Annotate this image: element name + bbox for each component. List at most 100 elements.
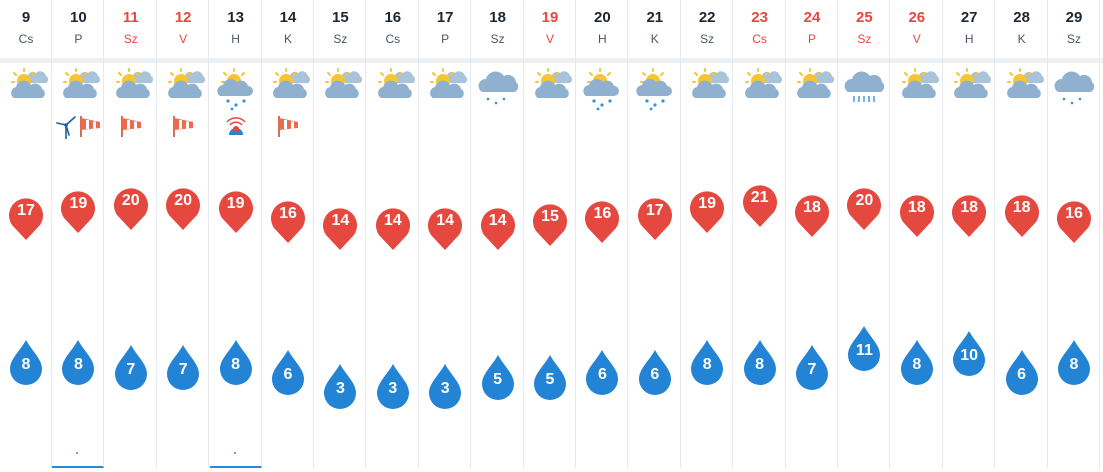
max-temp-value: 16 <box>279 205 297 222</box>
windsock-icon[interactable] <box>171 113 195 139</box>
day-weekday: Sz <box>1066 32 1081 46</box>
day-column[interactable]: 19 V 15 5 <box>524 0 576 468</box>
weather-alerts <box>52 113 104 143</box>
min-temp-value: 3 <box>440 380 450 397</box>
max-temp-value: 19 <box>698 195 717 212</box>
day-weekday: V <box>545 32 554 46</box>
day-column[interactable]: 12 V 20 7 <box>157 0 210 468</box>
day-date: 14 <box>279 9 297 26</box>
min-temp-marker: 10 <box>949 330 989 378</box>
day-column[interactable]: 11 Sz 20 7 <box>105 0 157 468</box>
max-temp-marker: 15 <box>529 199 571 247</box>
cloud-drizzle-icon <box>1050 64 1098 112</box>
day-weekday: V <box>912 32 921 46</box>
day-column[interactable]: 14 K 16 6 <box>262 0 314 468</box>
min-temp-value: 5 <box>545 371 555 388</box>
min-temp-marker: 6 <box>582 349 622 397</box>
min-temp-value: 10 <box>960 347 979 364</box>
max-temp-value: 21 <box>750 189 769 206</box>
max-temp-marker: 20 <box>110 183 152 231</box>
min-temp-marker: 8 <box>6 339 46 387</box>
day-date: 27 <box>960 9 978 26</box>
min-temp-marker: 5 <box>478 354 518 402</box>
min-temp-value: 6 <box>283 366 293 383</box>
day-weekday: H <box>598 32 607 46</box>
max-temp-value: 20 <box>174 192 193 209</box>
day-column[interactable]: 9 Cs 17 8 <box>0 0 52 468</box>
day-column[interactable]: 17 P 14 3 <box>419 0 472 468</box>
min-temp-marker: 8 <box>740 339 780 387</box>
max-temp-marker: 17 <box>634 193 676 241</box>
min-temp-value: 11 <box>855 342 873 359</box>
min-temp-marker: 8 <box>897 339 937 387</box>
partly-cloudy-icon <box>998 64 1046 112</box>
min-temp-value: 7 <box>178 361 188 378</box>
max-temp-value: 19 <box>226 195 245 212</box>
min-temp-marker: 6 <box>1002 349 1042 397</box>
storm-alert-icon[interactable] <box>224 113 248 139</box>
cloud-drizzle-icon <box>474 64 522 112</box>
max-temp-marker: 18 <box>1001 190 1043 238</box>
day-column[interactable]: 21 K 17 6 <box>629 0 681 468</box>
min-temp-value: 8 <box>73 356 83 373</box>
min-temp-value: 6 <box>1017 366 1027 383</box>
day-column[interactable]: 26 V 18 8 <box>891 0 943 468</box>
wind-turbine-icon[interactable] <box>54 113 78 140</box>
min-temp-marker: 8 <box>58 339 98 387</box>
day-column[interactable]: 24 P 18 7 <box>786 0 838 468</box>
day-date: 11 <box>122 9 139 26</box>
day-column[interactable]: 25 Sz 20 11 <box>838 0 891 468</box>
min-temp-value: 7 <box>807 361 817 378</box>
windsock-icon[interactable] <box>78 113 102 139</box>
day-weekday: Sz <box>123 32 138 46</box>
day-column[interactable]: 29 Sz 16 8 <box>1048 0 1100 468</box>
max-temp-marker: 18 <box>948 190 990 238</box>
min-temp-marker: 3 <box>373 363 413 411</box>
day-column[interactable]: 18 Sz 14 5 <box>472 0 524 468</box>
max-temp-marker: 14 <box>424 203 466 251</box>
min-temp-value: 8 <box>21 356 31 373</box>
day-date: 28 <box>1013 9 1030 26</box>
max-temp-value: 16 <box>1065 205 1083 222</box>
day-column[interactable]: 22 Sz 19 8 <box>681 0 734 468</box>
min-temp-marker: 8 <box>687 339 727 387</box>
day-weekday: V <box>179 32 188 46</box>
min-temp-value: 3 <box>335 380 345 397</box>
day-column[interactable]: 15 Sz 14 3 <box>314 0 367 468</box>
day-column[interactable]: 28 K 18 6 <box>996 0 1048 468</box>
min-temp-value: 8 <box>1069 356 1079 373</box>
day-date: 18 <box>489 9 506 26</box>
min-temp-marker: 7 <box>163 344 203 392</box>
max-temp-marker: 16 <box>1053 196 1095 244</box>
day-weekday: K <box>650 32 659 46</box>
day-column[interactable]: 23 Cs 21 8 <box>734 0 786 468</box>
day-column[interactable]: 27 H 18 10 <box>943 0 996 468</box>
day-weekday: Sz <box>700 32 715 46</box>
min-temp-marker: 8 <box>216 339 256 387</box>
windsock-icon[interactable] <box>276 113 300 139</box>
max-temp-marker: 19 <box>57 186 99 234</box>
day-date: 29 <box>1065 9 1083 26</box>
windsock-icon[interactable] <box>119 113 143 139</box>
precipitation-dot <box>233 452 236 454</box>
day-column[interactable]: 16 Cs 14 3 <box>367 0 419 468</box>
max-temp-value: 18 <box>960 199 979 216</box>
weather-alerts <box>105 113 157 143</box>
day-weekday: Cs <box>18 32 34 46</box>
day-date: 13 <box>227 9 244 26</box>
max-temp-value: 14 <box>488 212 507 229</box>
max-temp-value: 15 <box>541 208 559 225</box>
day-column[interactable]: 13 H 19 8 <box>209 0 262 468</box>
min-temp-marker: 7 <box>111 344 151 392</box>
min-temp-value: 3 <box>388 380 398 397</box>
max-temp-value: 19 <box>69 195 88 212</box>
day-column[interactable]: 20 H 16 6 <box>576 0 629 468</box>
max-temp-marker: 17 <box>5 193 47 241</box>
max-temp-marker: 14 <box>372 203 414 251</box>
partly-cloudy-icon <box>788 64 836 112</box>
max-temp-value: 16 <box>593 205 612 222</box>
day-date: 21 <box>646 9 664 26</box>
day-column[interactable]: 10 P 19 8 <box>52 0 105 468</box>
day-weekday: Cs <box>385 32 401 46</box>
max-temp-marker: 18 <box>896 190 938 238</box>
